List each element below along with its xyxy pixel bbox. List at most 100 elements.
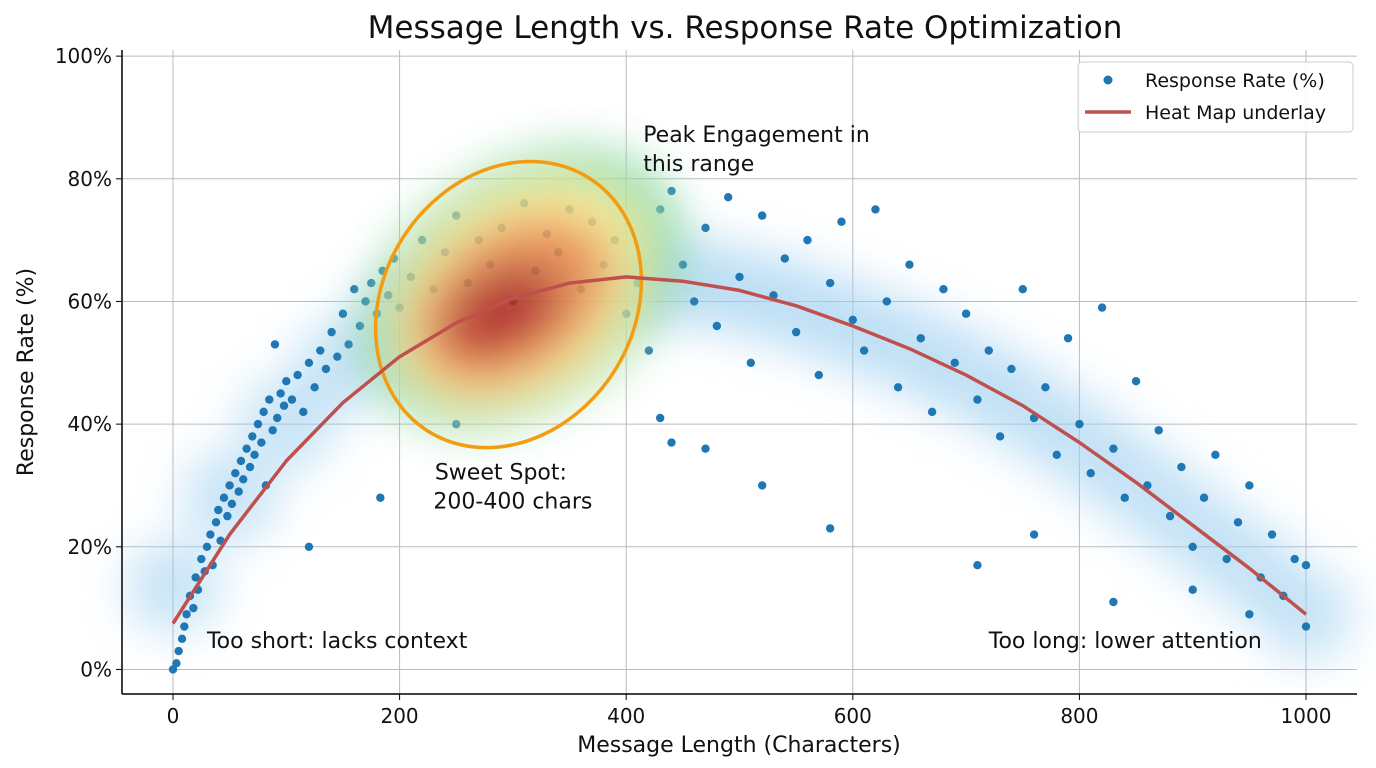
data-point: [791, 327, 801, 337]
data-point: [814, 370, 824, 380]
data-point: [248, 432, 257, 441]
data-point: [678, 260, 688, 269]
legend: Response Rate (%) Heat Map underlay: [1077, 61, 1354, 133]
data-point: [361, 297, 370, 306]
data-point: [225, 481, 234, 490]
legend-box: [1077, 61, 1354, 133]
data-point: [214, 505, 223, 515]
data-point: [1267, 530, 1277, 539]
data-point: [355, 321, 365, 331]
data-point: [180, 622, 189, 631]
data-point: [276, 389, 285, 398]
y-tick-label: 40%: [68, 412, 112, 436]
data-point: [701, 223, 710, 233]
data-point: [893, 383, 903, 392]
data-point: [689, 297, 699, 306]
data-point: [1120, 493, 1129, 502]
data-point: [1109, 444, 1118, 453]
data-point: [1188, 585, 1197, 594]
data-point: [259, 407, 268, 417]
data-point: [268, 426, 277, 435]
data-point: [939, 285, 948, 294]
data-point: [239, 475, 248, 484]
data-point: [177, 634, 187, 643]
y-axis-label: Response Rate (%): [14, 268, 39, 476]
data-point: [1063, 334, 1073, 343]
y-tick-label: 80%: [68, 167, 112, 191]
annotation-text: Peak Engagement in: [643, 123, 870, 148]
data-point: [253, 419, 263, 429]
data-point: [234, 487, 243, 496]
data-point: [757, 211, 767, 220]
data-point: [1109, 597, 1118, 607]
data-point: [189, 603, 198, 613]
heat-glow-blob: [181, 449, 278, 546]
data-point: [250, 450, 259, 459]
data-point: [667, 438, 676, 447]
data-point: [1301, 622, 1311, 631]
data-point: [825, 278, 835, 288]
data-point: [973, 561, 982, 570]
legend-marker-points: [1103, 75, 1113, 85]
y-tick-label: 0%: [80, 657, 112, 681]
data-point: [1097, 303, 1107, 312]
data-point: [172, 659, 181, 668]
data-point: [344, 340, 353, 349]
x-tick-label: 200: [380, 704, 418, 728]
data-point: [202, 542, 212, 551]
highlight-ellipse: [373, 159, 644, 450]
data-point: [367, 278, 376, 288]
data-point: [279, 401, 289, 410]
data-point: [245, 462, 255, 472]
data-point: [803, 235, 812, 245]
data-point: [667, 186, 676, 196]
data-point: [304, 542, 314, 551]
heat-ring-red: [442, 264, 563, 363]
data-point: [825, 524, 835, 533]
axes: 0 200 400 600 800 1000 0% 20% 40% 60% 80% 100%: [55, 44, 1357, 728]
data-point: [211, 518, 221, 527]
data-point: [746, 358, 756, 367]
data-point: [757, 481, 767, 490]
data-point: [231, 469, 240, 478]
annotation-text: Too short: lacks context: [206, 629, 468, 654]
data-point: [723, 193, 733, 202]
y-tick-label: 20%: [68, 535, 112, 559]
data-point: [293, 370, 302, 380]
grid: [122, 50, 1357, 694]
y-tick-label: 100%: [55, 44, 112, 68]
legend-label-curve: Heat Map underlay: [1145, 102, 1326, 124]
data-point: [1233, 518, 1243, 527]
data-point: [168, 665, 178, 674]
annotation-text: this range: [643, 152, 754, 177]
curve-group: [171, 275, 1308, 625]
data-point: [735, 272, 744, 282]
data-point: [197, 554, 206, 564]
data-point: [316, 346, 325, 355]
x-axis-label: Message Length (Characters): [577, 733, 901, 758]
data-point: [299, 407, 308, 417]
heat-map-core: [363, 148, 682, 450]
data-point: [961, 309, 971, 318]
data-point: [1041, 383, 1050, 392]
data-point: [1245, 610, 1254, 619]
data-point: [1211, 450, 1220, 459]
data-point: [712, 321, 722, 331]
data-point: [1154, 426, 1163, 435]
x-tick-label: 600: [834, 704, 872, 728]
data-point: [191, 573, 200, 582]
data-point: [333, 352, 342, 361]
x-tick-label: 0: [167, 704, 180, 728]
data-point: [1245, 481, 1254, 490]
trend-curve: [171, 275, 1308, 625]
data-point: [350, 285, 359, 294]
data-point: [882, 297, 891, 306]
annotation-text: Too long: lower attention: [988, 629, 1262, 654]
x-tick-label: 800: [1060, 704, 1098, 728]
data-point: [1131, 377, 1141, 386]
annotation-text: Sweet Spot:: [435, 460, 567, 485]
data-point: [927, 407, 937, 417]
data-point: [270, 340, 280, 349]
annotations: Peak Engagement in this range Sweet Spot: 2…: [206, 123, 1262, 654]
chart-title: Message Length vs. Response Rate Optimiz…: [368, 10, 1123, 46]
